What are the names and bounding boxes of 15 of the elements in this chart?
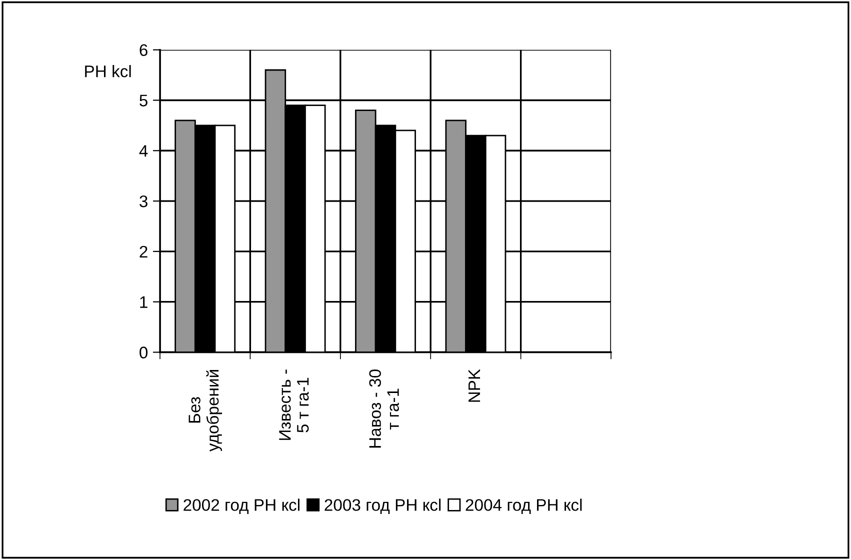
x-tick-label: Известь - 5 т га-1 (279, 370, 309, 440)
y-axis-title: PH kcl (85, 65, 131, 78)
y-tick-label: 5 (140, 94, 148, 106)
x-tick-label: Навоз - 30 т га-1 (369, 370, 399, 448)
y-tick-label: 4 (139, 145, 148, 157)
y-tick-label: 2 (140, 246, 148, 258)
legend-label: 2004 год PH кcl (466, 498, 582, 514)
x-tick-label: Без удобрений (188, 370, 222, 452)
legend-label: 2003 год PH кcl (324, 498, 441, 514)
y-tick-label: 0 (140, 346, 148, 358)
legend-label: 2002 год PH кcl (184, 498, 300, 514)
y-tick-label: 6 (140, 44, 148, 56)
x-tick-label: NPK (468, 369, 480, 402)
y-tick-label: 1 (140, 296, 148, 308)
y-tick-label: 3 (140, 195, 148, 208)
